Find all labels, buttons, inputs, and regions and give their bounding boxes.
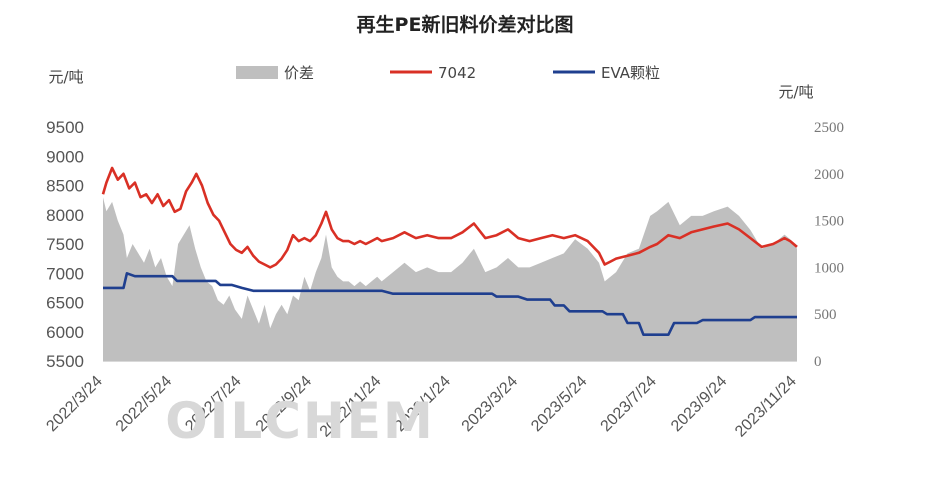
left-tick-label: 6000 (46, 323, 84, 342)
left-tick-label: 9000 (46, 147, 84, 166)
x-tick-label: 2023/9/24 (668, 373, 730, 435)
x-tick-label: 2022/3/24 (43, 373, 105, 435)
left-axis-unit: 元/吨 (48, 68, 83, 86)
x-tick-label: 2023/7/24 (598, 373, 660, 435)
left-tick-label: 5500 (46, 352, 84, 371)
left-tick-label: 7000 (46, 264, 84, 283)
legend-label: 7042 (438, 64, 476, 82)
left-tick-label: 9500 (46, 118, 84, 137)
left-tick-label: 7500 (46, 235, 84, 254)
right-axis-ticks: 2500 2000 1500 1000 500 0 (814, 120, 844, 370)
right-tick-label: 1500 (814, 214, 844, 230)
legend: 价差 7042 EVA颗粒 (236, 64, 660, 82)
chart-title: 再生PE新旧料价差对比图 (357, 13, 574, 36)
left-tick-label: 8500 (46, 177, 84, 196)
series-line-eva (103, 272, 797, 336)
left-tick-label: 8000 (46, 206, 84, 225)
right-tick-label: 2500 (814, 120, 844, 136)
x-tick-label: 2023/3/24 (459, 373, 521, 435)
right-tick-label: 1000 (814, 260, 844, 276)
right-axis-unit: 元/吨 (778, 83, 813, 101)
plot-area (101, 166, 798, 362)
right-tick-label: 0 (814, 354, 822, 370)
legend-label: 价差 (284, 64, 314, 82)
left-axis-ticks: 9500 9000 8500 8000 7500 7000 6500 6000 5500 (46, 118, 84, 371)
left-tick-label: 6500 (46, 294, 84, 313)
series-area-price-spread (103, 197, 797, 361)
right-tick-label: 2000 (814, 167, 844, 183)
series-line-7042 (101, 166, 798, 269)
watermark: OILCHEM (165, 392, 434, 450)
right-tick-label: 500 (814, 307, 837, 323)
x-tick-label: 2023/5/24 (528, 373, 590, 435)
x-tick-label: 2023/11/24 (732, 373, 800, 441)
legend-label: EVA颗粒 (601, 64, 660, 82)
legend-swatch-spread (236, 66, 278, 79)
